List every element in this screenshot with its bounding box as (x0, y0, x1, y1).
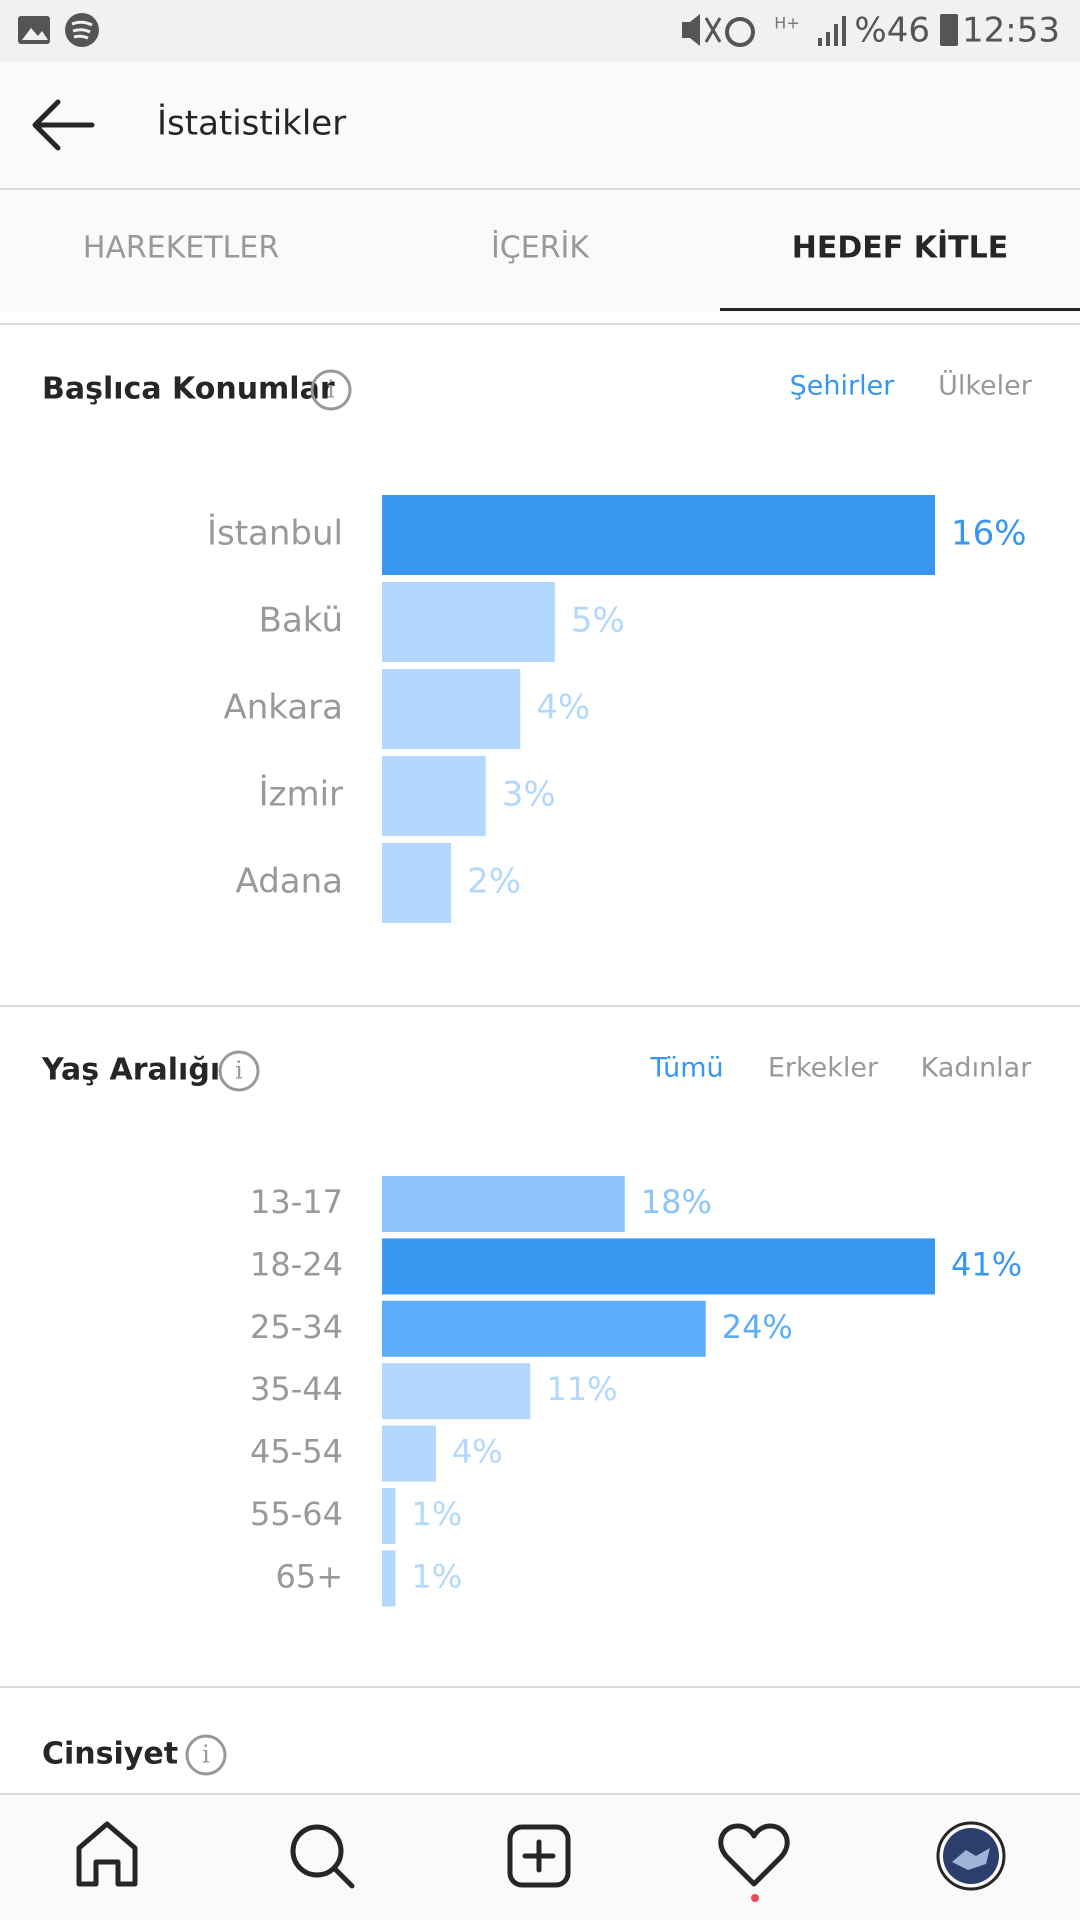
value-label: 18% (641, 1183, 712, 1221)
category-label: İzmir (259, 775, 343, 815)
value-label: 1% (411, 1557, 462, 1595)
value-label: 24% (722, 1308, 793, 1346)
category-label: Adana (236, 862, 343, 902)
status-left-icons (18, 13, 99, 47)
category-label: 55-64 (250, 1495, 343, 1533)
value-label: 3% (502, 775, 556, 815)
clock: 12:53 (962, 11, 1060, 51)
bar (382, 756, 486, 836)
status-right-icons: H+ (682, 14, 958, 47)
category-label: 35-44 (250, 1370, 343, 1408)
category-label: 25-34 (250, 1308, 343, 1346)
tab[interactable]: HAREKETLER (83, 231, 279, 266)
value-label: 16% (951, 514, 1027, 554)
section-title: Cinsiyet (42, 1737, 178, 1772)
tab-bar (0, 190, 1080, 312)
nav-add[interactable] (507, 1824, 571, 1888)
value-label: 1% (411, 1495, 462, 1533)
section-title: Yaş Aralığı (41, 1053, 220, 1088)
bar (382, 843, 452, 923)
header (0, 62, 1080, 190)
filter[interactable]: Kadınlar (921, 1053, 1033, 1084)
bar (382, 1238, 935, 1295)
filter-active[interactable]: Tümü (649, 1053, 723, 1084)
category-label: İstanbul (207, 514, 343, 554)
info-icon[interactable]: i (185, 1734, 227, 1776)
nav-profile[interactable] (936, 1821, 1006, 1891)
nav-activity[interactable] (718, 1823, 790, 1887)
bar (382, 1176, 625, 1232)
filter[interactable]: Ülkeler (938, 370, 1033, 402)
nav-home[interactable] (76, 1821, 138, 1887)
category-label: 65+ (275, 1557, 343, 1595)
tab-active[interactable]: HEDEF KİTLE (792, 230, 1008, 266)
nav-search[interactable] (290, 1824, 355, 1889)
category-label: 13-17 (250, 1183, 343, 1221)
bar (382, 582, 555, 662)
bar (382, 1363, 531, 1420)
info-icon[interactable]: i (218, 1050, 260, 1092)
bar (382, 669, 521, 749)
page-title: İstatistikler (157, 104, 346, 144)
svg-text:i: i (202, 1741, 210, 1769)
section-title: Başlıca Konumlar (42, 372, 335, 407)
tab-indicator (720, 308, 1080, 311)
info-icon[interactable]: i (310, 369, 352, 411)
svg-text:i: i (235, 1057, 243, 1085)
filter-active[interactable]: Şehirler (790, 371, 896, 402)
tab[interactable]: İÇERİK (491, 230, 590, 266)
bar (382, 1425, 436, 1482)
value-label: 4% (452, 1433, 503, 1471)
svg-text:i: i (327, 376, 335, 404)
category-label: 18-24 (250, 1245, 343, 1283)
value-label: 4% (536, 688, 590, 728)
back-button[interactable] (32, 99, 95, 151)
category-label: Ankara (223, 688, 343, 728)
category-label: Bakü (259, 601, 343, 641)
battery-level: %46 (854, 11, 930, 51)
value-label: 5% (571, 601, 625, 641)
bar (382, 1300, 706, 1357)
status-bar (0, 0, 1080, 62)
value-label: 2% (467, 862, 521, 902)
notification-dot (751, 1894, 759, 1902)
value-label: 41% (951, 1245, 1022, 1283)
network-type: H+ (774, 14, 799, 33)
bar (382, 495, 935, 575)
bar (382, 1488, 396, 1544)
filter[interactable]: Erkekler (768, 1053, 879, 1084)
bar (382, 1550, 396, 1607)
value-label: 11% (546, 1370, 617, 1408)
category-label: 45-54 (250, 1433, 343, 1471)
